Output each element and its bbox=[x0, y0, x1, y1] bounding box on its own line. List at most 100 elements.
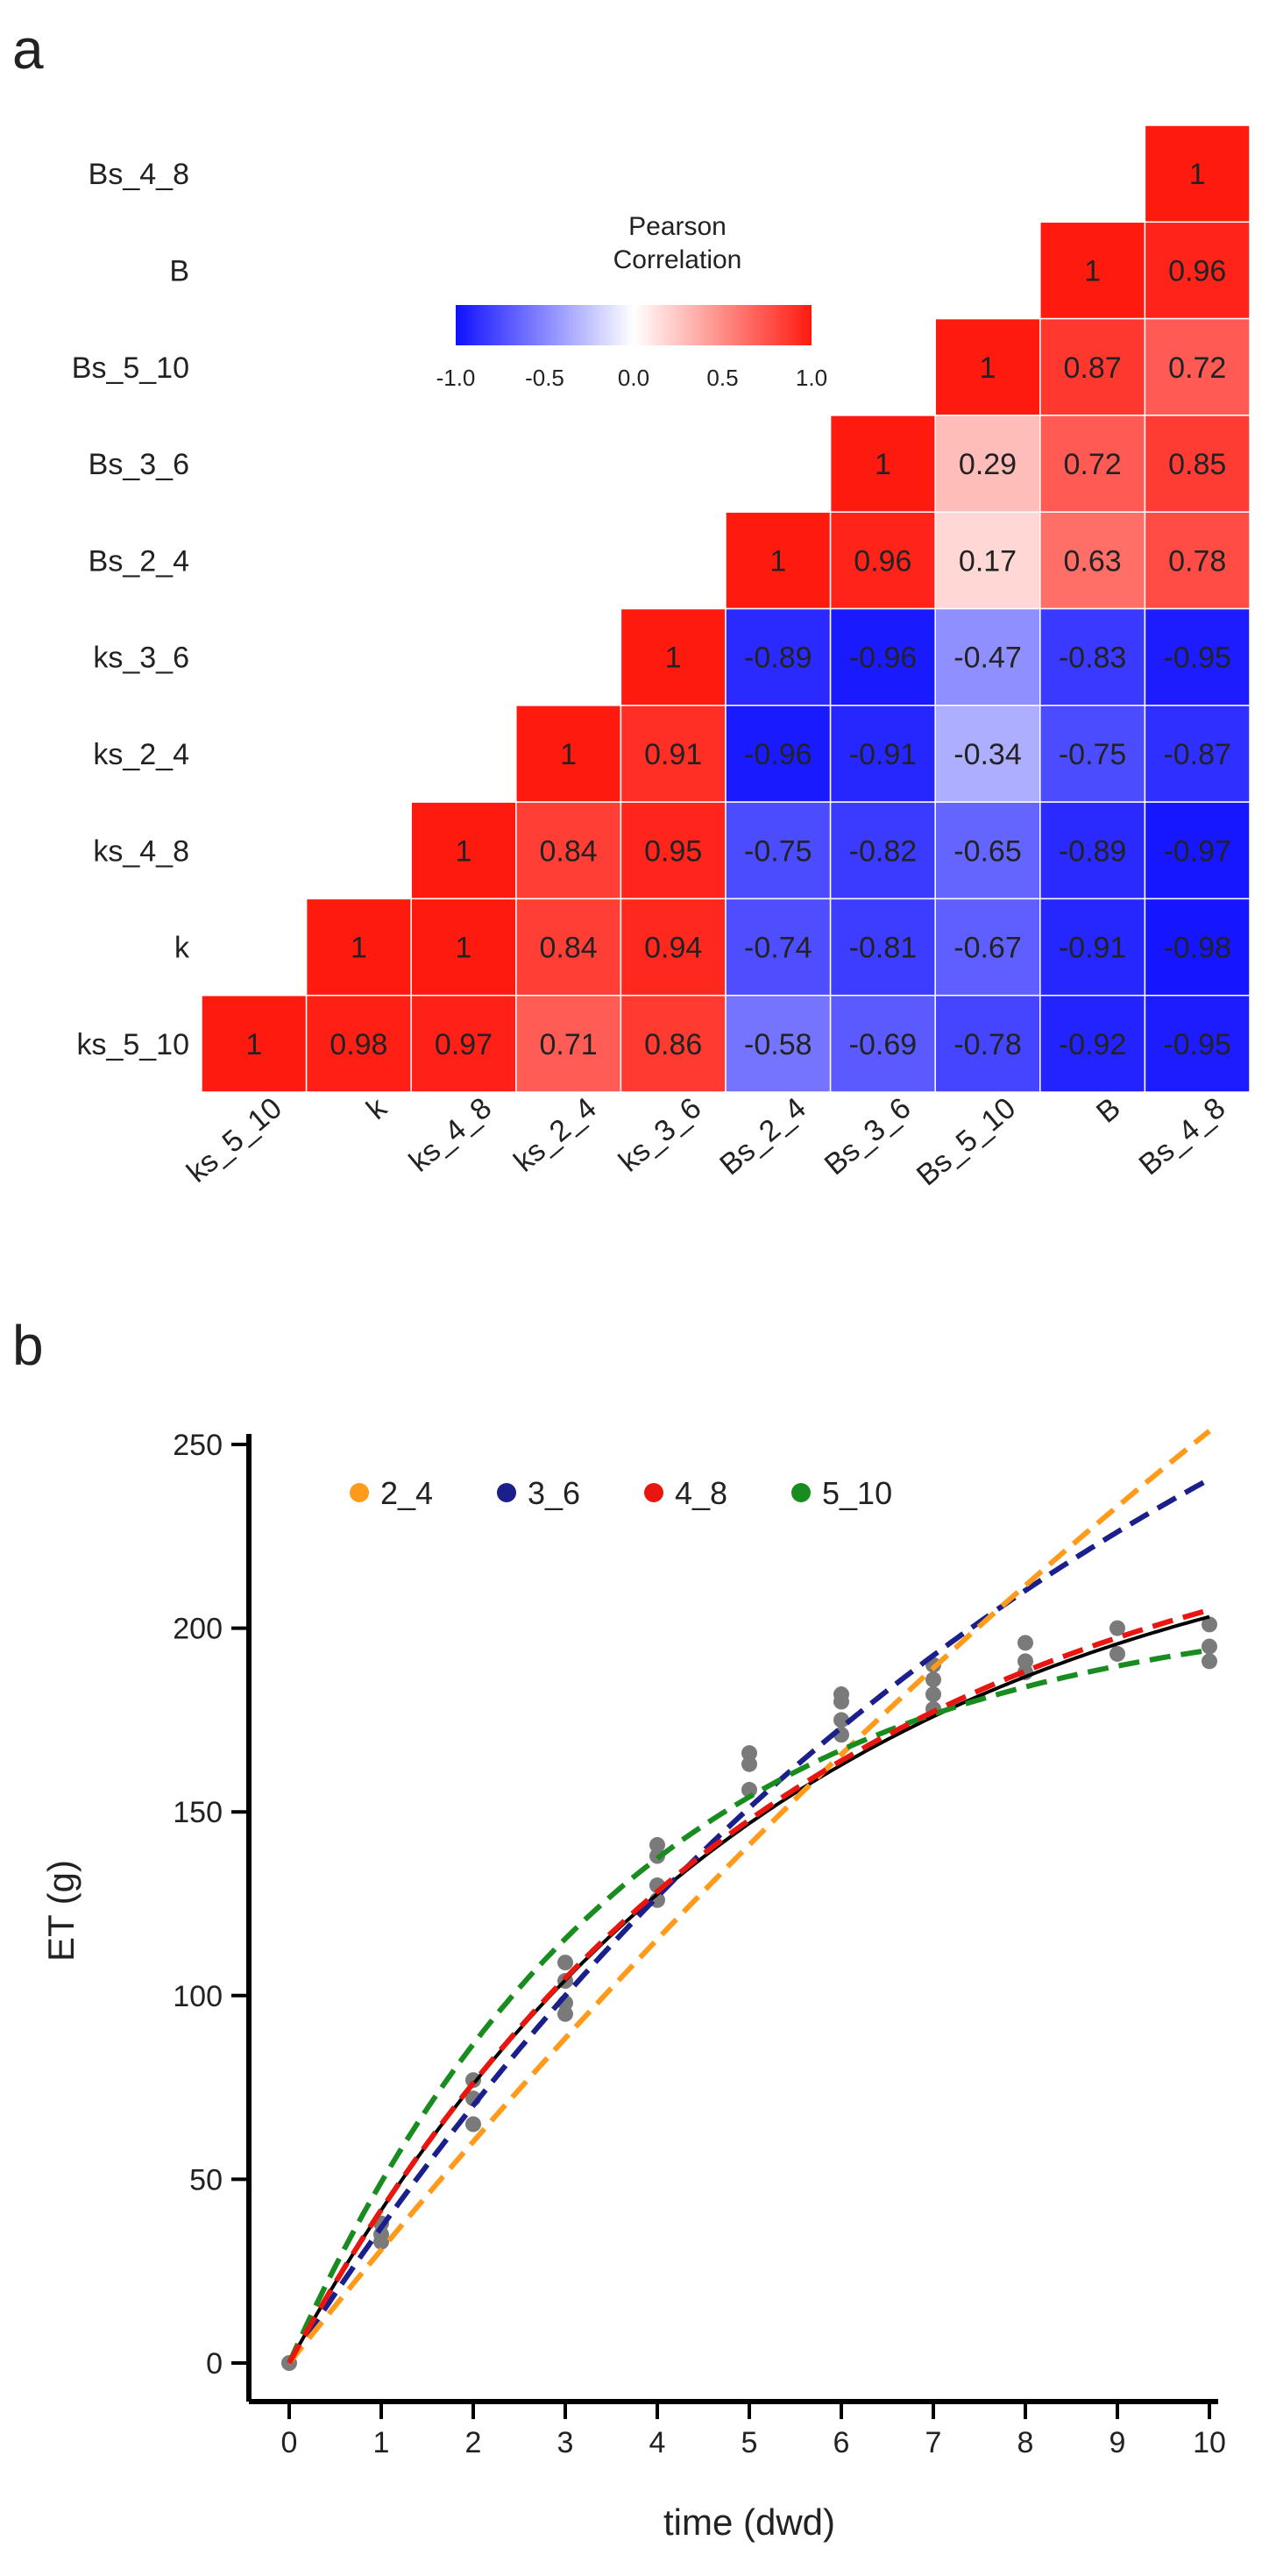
heatmap-cell-value: 1 bbox=[456, 932, 472, 965]
heatmap-row-label: ks_2_4 bbox=[93, 738, 189, 771]
y-tick-label: 0 bbox=[206, 2347, 223, 2381]
heatmap-cell bbox=[934, 415, 1041, 513]
observation-point bbox=[465, 2116, 481, 2132]
fit-curve bbox=[287, 1614, 1210, 2364]
heatmap-cell bbox=[305, 994, 412, 1093]
heatmap-column-label: Bs_4_8 bbox=[1133, 1091, 1232, 1182]
heatmap-cell bbox=[1144, 221, 1251, 320]
heatmap-cell-value: 1 bbox=[665, 642, 682, 675]
heatmap-cell bbox=[410, 801, 517, 900]
heatmap-cell-value: -0.98 bbox=[1163, 932, 1231, 965]
heatmap-cell-value: 0.72 bbox=[1064, 448, 1122, 481]
heatmap-cell bbox=[1039, 994, 1146, 1093]
heatmap-cell-value: 0.63 bbox=[1064, 544, 1122, 578]
heatmap-cell-value: 0.72 bbox=[1168, 351, 1226, 385]
heatmap-column-label: Bs_3_6 bbox=[819, 1091, 918, 1182]
heatmap-column-label: k bbox=[360, 1090, 393, 1126]
heatmap-cell-value: 0.78 bbox=[1168, 544, 1226, 578]
legend-tick-label: -1.0 bbox=[436, 365, 476, 391]
heatmap-row-label: Bs_4_8 bbox=[89, 158, 189, 191]
heatmap-cell-value: 1 bbox=[1189, 158, 1206, 191]
observation-point bbox=[1202, 1616, 1217, 1633]
heatmap-cell bbox=[829, 705, 936, 803]
legend-tick-label: 0.0 bbox=[618, 365, 649, 391]
heatmap-cell-value: 0.17 bbox=[959, 544, 1017, 578]
heatmap-cell-value: -0.67 bbox=[954, 932, 1022, 965]
observation-point bbox=[741, 1756, 757, 1772]
heatmap-column-label: ks_2_4 bbox=[507, 1091, 602, 1179]
panel-a-label: a bbox=[12, 18, 44, 81]
legend-marker bbox=[644, 1483, 663, 1502]
heatmap-column-label: Bs_5_10 bbox=[911, 1091, 1022, 1192]
heatmap-cell-value: -0.96 bbox=[744, 738, 812, 771]
observation-point bbox=[1017, 1635, 1033, 1651]
legend-marker bbox=[791, 1483, 811, 1502]
heatmap-column-label: ks_4_8 bbox=[403, 1091, 498, 1179]
legend-marker bbox=[497, 1483, 516, 1502]
heatmap-cell bbox=[725, 994, 832, 1093]
observation-point bbox=[557, 1955, 573, 1971]
legend-label: 3_6 bbox=[528, 1475, 580, 1511]
heatmap-cell-value: -0.81 bbox=[849, 932, 918, 965]
heatmap-cell bbox=[1039, 317, 1146, 416]
heatmap-cell bbox=[1144, 511, 1251, 610]
heatmap-column-label: ks_3_6 bbox=[613, 1091, 707, 1179]
heatmap-cell-value: 0.96 bbox=[854, 544, 911, 578]
heatmap-cell bbox=[1144, 124, 1251, 224]
heatmap-cell-value: 0.71 bbox=[540, 1028, 598, 1061]
x-tick-label: 0 bbox=[281, 2426, 298, 2459]
observation-point bbox=[557, 2005, 573, 2022]
heatmap-cell bbox=[620, 994, 727, 1093]
panel-b-label: b bbox=[12, 1314, 44, 1377]
observation-point bbox=[1202, 1653, 1217, 1670]
heatmap-cell-value: -0.87 bbox=[1163, 738, 1231, 771]
legend-tick-label: 1.0 bbox=[796, 365, 827, 391]
heatmap-column-label: ks_5_10 bbox=[181, 1091, 288, 1189]
heatmap-cell-value: 0.84 bbox=[540, 932, 598, 965]
heatmap-cell-value: -0.34 bbox=[954, 738, 1022, 771]
heatmap-cell bbox=[934, 607, 1041, 706]
heatmap-cell bbox=[829, 511, 936, 610]
legend-label: 4_8 bbox=[675, 1475, 727, 1511]
observation-point bbox=[833, 1712, 849, 1728]
y-tick-label: 200 bbox=[173, 1613, 223, 1646]
heatmap-cell-value: 0.87 bbox=[1064, 351, 1122, 385]
observation-point bbox=[1017, 1653, 1033, 1670]
legend-title-line2: Correlation bbox=[613, 245, 742, 274]
x-tick-label: 7 bbox=[925, 2426, 942, 2459]
heatmap-cell-value: 1 bbox=[245, 1028, 262, 1061]
series-line-2-4 bbox=[287, 1429, 1211, 2365]
observation-point bbox=[741, 1782, 757, 1799]
x-tick-label: 2 bbox=[465, 2426, 482, 2459]
observation-point bbox=[1109, 1620, 1125, 1636]
heatmap-cell bbox=[1144, 607, 1251, 706]
heatmap-cell-value: -0.74 bbox=[744, 932, 812, 965]
heatmap-cell-value: -0.75 bbox=[744, 834, 812, 868]
heatmap-cell-value: 1 bbox=[351, 932, 367, 965]
observation-point bbox=[833, 1686, 849, 1703]
heatmap-row-label: ks_5_10 bbox=[76, 1028, 189, 1061]
observation-point bbox=[925, 1671, 941, 1688]
heatmap-row-label: ks_3_6 bbox=[93, 642, 189, 675]
heatmap-cell-value: -0.97 bbox=[1163, 834, 1231, 868]
heatmap-cell-value: 1 bbox=[980, 351, 996, 385]
x-tick-label: 10 bbox=[1193, 2426, 1226, 2459]
heatmap-cell bbox=[829, 898, 936, 997]
observation-point bbox=[1202, 1638, 1217, 1655]
heatmap-cell-value: -0.89 bbox=[1059, 834, 1127, 868]
heatmap-column-label: Bs_2_4 bbox=[713, 1091, 812, 1182]
heatmap-cell-value: 0.94 bbox=[644, 932, 702, 965]
heatmap-cell bbox=[620, 801, 727, 900]
heatmap-cell-value: -0.95 bbox=[1163, 1028, 1231, 1061]
observation-point bbox=[1109, 1645, 1125, 1662]
legend-tick-label: -0.5 bbox=[525, 365, 564, 391]
legend-marker bbox=[350, 1483, 369, 1502]
heatmap-cell bbox=[1144, 317, 1251, 416]
heatmap-cell bbox=[934, 511, 1041, 610]
heatmap-colorbar-legend: Pearson Correlation -1.0 -0.5 0.0 0.5 1.0 bbox=[436, 212, 827, 391]
heatmap-cell-value: -0.89 bbox=[744, 642, 812, 675]
heatmap-row-label: B bbox=[169, 254, 189, 287]
heatmap-cell bbox=[1039, 801, 1146, 900]
heatmap-cell-value: -0.75 bbox=[1059, 738, 1127, 771]
